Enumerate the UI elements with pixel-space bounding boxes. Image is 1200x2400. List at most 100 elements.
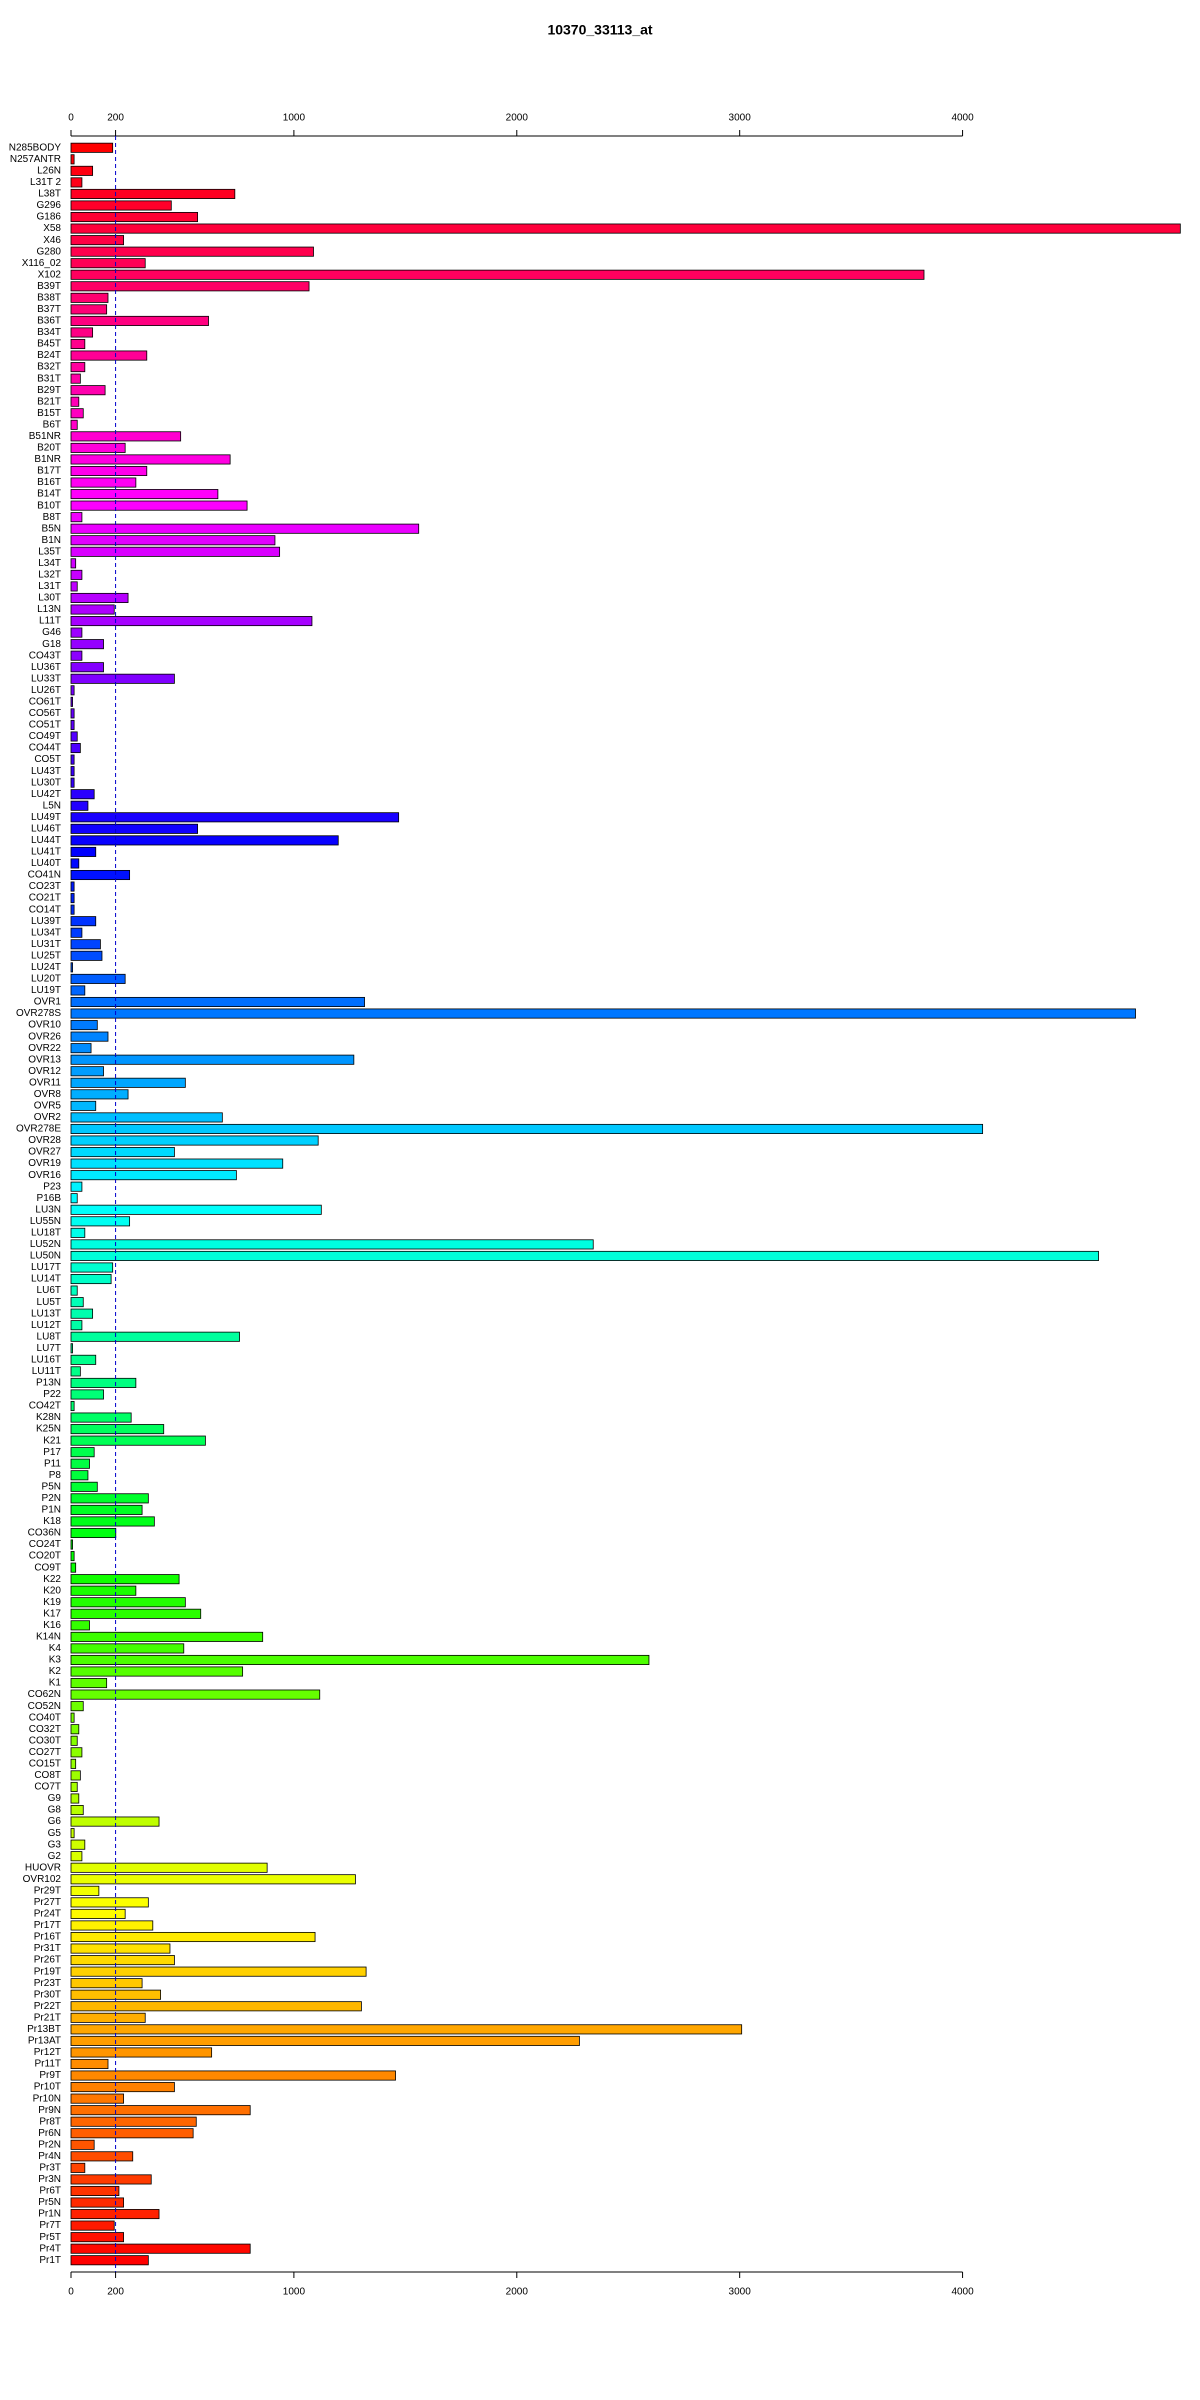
bar [70, 281, 310, 292]
y-tick-label: L34T [38, 558, 61, 569]
bar [70, 454, 231, 465]
bar [70, 1874, 356, 1885]
bar [70, 939, 101, 950]
bar [70, 1689, 321, 1700]
bar [70, 2024, 743, 2035]
y-tick-label: X46 [43, 235, 61, 246]
bar [70, 1297, 84, 1308]
bar [70, 1885, 100, 1896]
bar [70, 1724, 80, 1735]
bar [70, 1805, 84, 1816]
bar [70, 1504, 143, 1515]
x-tick-label-bottom: 3000 [729, 2287, 752, 2298]
y-tick-label: CO62N [28, 1689, 61, 1700]
y-tick-label: L32T [38, 570, 61, 581]
y-tick-label: LU7T [37, 1343, 61, 1354]
bar [70, 1389, 104, 1400]
bar [70, 2220, 115, 2231]
bar [70, 2162, 86, 2173]
y-tick-label: B16T [37, 477, 61, 488]
y-tick-label: K1 [49, 1678, 62, 1689]
x-tick-label-bottom: 1000 [283, 2287, 306, 2298]
bar [70, 1920, 154, 1931]
bar [70, 627, 83, 638]
bar [70, 2185, 120, 2196]
y-tick-label: B20T [37, 443, 61, 454]
y-tick-label: B21T [37, 396, 61, 407]
y-tick-label: LU24T [31, 962, 61, 973]
bar [70, 1285, 78, 1296]
y-tick-label: Pr13AT [28, 2036, 61, 2047]
y-tick-label: K3 [49, 1655, 62, 1666]
y-tick-label: B1N [42, 535, 61, 546]
bar [70, 177, 83, 188]
bar [70, 1862, 268, 1873]
bar [70, 1470, 89, 1481]
bar [70, 350, 148, 361]
y-tick-label: LU49T [31, 812, 61, 823]
bar [70, 996, 365, 1008]
bar [70, 1955, 175, 1966]
y-tick-label: P11 [44, 1458, 61, 1469]
y-tick-label: OVR13 [28, 1054, 61, 1065]
bar [70, 1077, 186, 1088]
bar [70, 1193, 78, 1204]
bar [70, 662, 104, 673]
bar [70, 1793, 80, 1804]
y-tick-label: OVR278E [16, 1124, 61, 1135]
bar [70, 893, 75, 904]
bar [70, 396, 80, 407]
y-tick-label: LU40T [31, 858, 61, 869]
y-tick-label: G46 [42, 627, 61, 638]
x-tick-label-top: 2000 [506, 113, 529, 124]
bar [70, 1735, 78, 1746]
bar [70, 1250, 1099, 1261]
y-tick-label: OVR10 [28, 1020, 61, 1031]
y-tick-label: Pr8T [39, 2116, 61, 2127]
bar [70, 927, 83, 938]
y-tick-label: OVR19 [28, 1158, 61, 1169]
bar [70, 1135, 319, 1146]
y-tick-label: P8 [49, 1470, 62, 1481]
y-tick-label: OVR102 [23, 1874, 62, 1885]
bar [70, 500, 248, 511]
bar [70, 223, 1181, 234]
bar [70, 1781, 78, 1792]
y-tick-label: L11T [39, 616, 61, 627]
bar [70, 904, 75, 915]
bar [70, 2174, 152, 2185]
bar [70, 269, 925, 280]
bar [70, 731, 78, 742]
y-tick-label: K19 [43, 1597, 61, 1608]
bar [70, 1574, 180, 1585]
y-tick-label: LU17T [31, 1262, 61, 1273]
bar [70, 1943, 171, 1954]
y-tick-label: Pr10T [34, 2082, 61, 2093]
x-tick-label-top: 3000 [729, 113, 752, 124]
y-tick-label: K22 [43, 1574, 61, 1585]
y-tick-label: LU12T [31, 1320, 61, 1331]
bar [70, 304, 108, 315]
bar [70, 1562, 77, 1573]
bar [70, 1239, 594, 1250]
y-tick-label: B5N [42, 523, 61, 534]
y-tick-label: L31T [38, 581, 61, 592]
y-tick-label: LU50N [30, 1251, 61, 1262]
bar [70, 2128, 194, 2139]
x-tick-label-bottom: 200 [107, 2287, 124, 2298]
y-tick-label: B29T [37, 385, 61, 396]
bar [70, 154, 75, 165]
y-tick-label: G280 [37, 246, 62, 257]
y-tick-label: P2N [42, 1493, 61, 1504]
y-tick-label: CO8T [34, 1770, 61, 1781]
bar [70, 1527, 117, 1539]
bar [70, 812, 400, 823]
bar [70, 1551, 75, 1562]
bar [70, 1412, 132, 1423]
y-tick-label: Pr30T [34, 1989, 61, 2000]
x-tick-label-top: 0 [68, 113, 74, 124]
bar [70, 685, 75, 696]
y-tick-label: Pr31T [34, 1943, 61, 1954]
y-tick-label: G6 [48, 1816, 62, 1827]
y-tick-label: Pr27T [34, 1897, 61, 1908]
